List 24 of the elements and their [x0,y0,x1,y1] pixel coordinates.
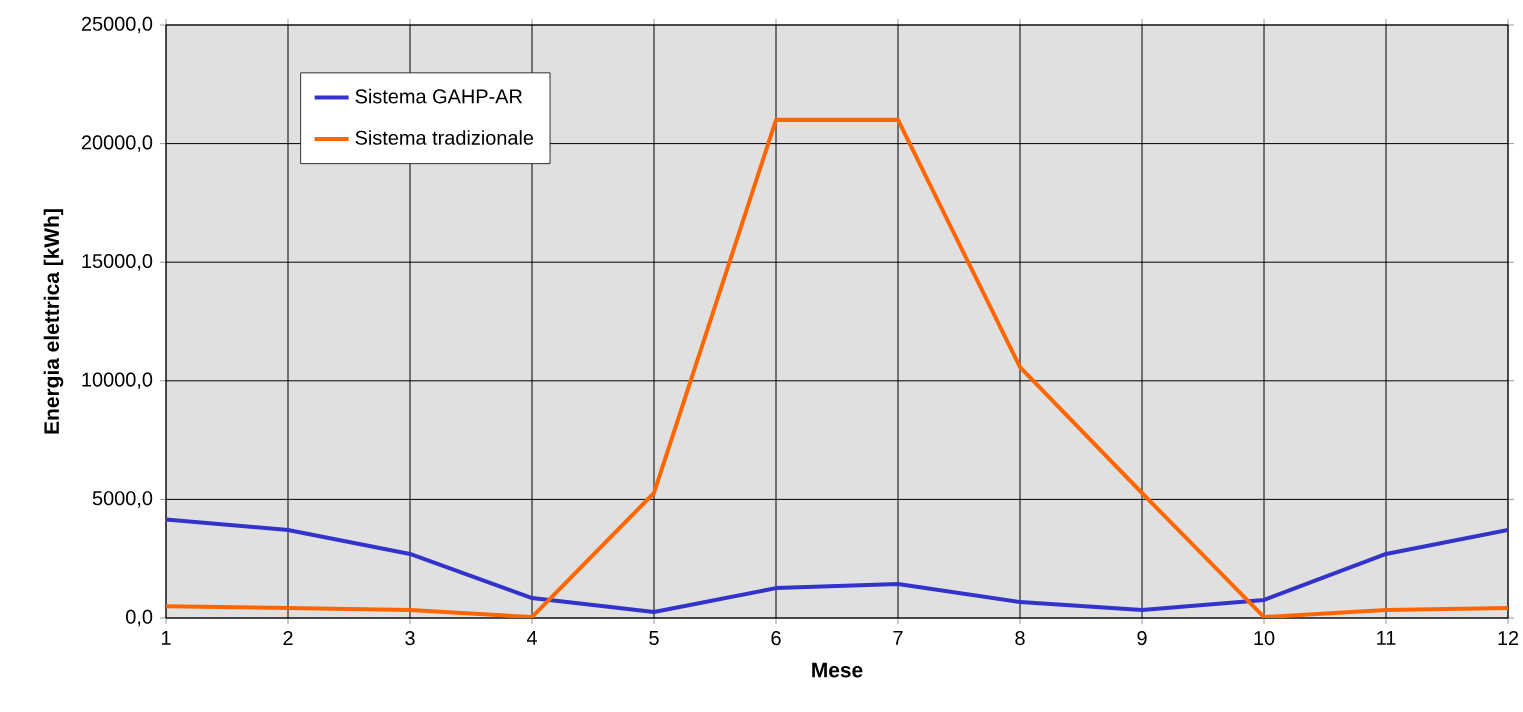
x-tick-label: 12 [1498,631,1519,645]
x-tick-label: 10 [1254,631,1275,646]
y-tick-label: 10000,0 [82,372,153,390]
x-tick-label: 2 [283,631,293,645]
x-axis-title: Mese [812,662,863,678]
x-tick-label: 1 [161,631,171,645]
legend-label: Sistema GAHP-AR [355,88,522,104]
x-tick-label: 8 [1015,631,1025,646]
x-tick-label: 11 [1377,631,1396,645]
y-tick-label: 20000,0 [81,135,153,152]
x-tick-label: 7 [893,631,903,645]
y-tick-label: 0,0 [126,609,153,627]
y-tick-label: 25000,0 [81,16,153,34]
y-axis-title: Energia elettrica [kWh] [43,209,64,434]
x-tick-label: 5 [649,631,659,645]
x-tick-label: 3 [405,631,415,646]
line-series [166,117,1509,618]
y-tick-label: 15000,0 [82,253,153,271]
line-series [166,517,1509,615]
x-tick-label: 6 [771,631,781,646]
legend-label: Sistema tradizionale [355,130,534,145]
x-tick-label: 9 [1137,631,1147,646]
x-tick-label: 4 [526,631,537,645]
y-tick-label: 5000,0 [92,491,153,508]
